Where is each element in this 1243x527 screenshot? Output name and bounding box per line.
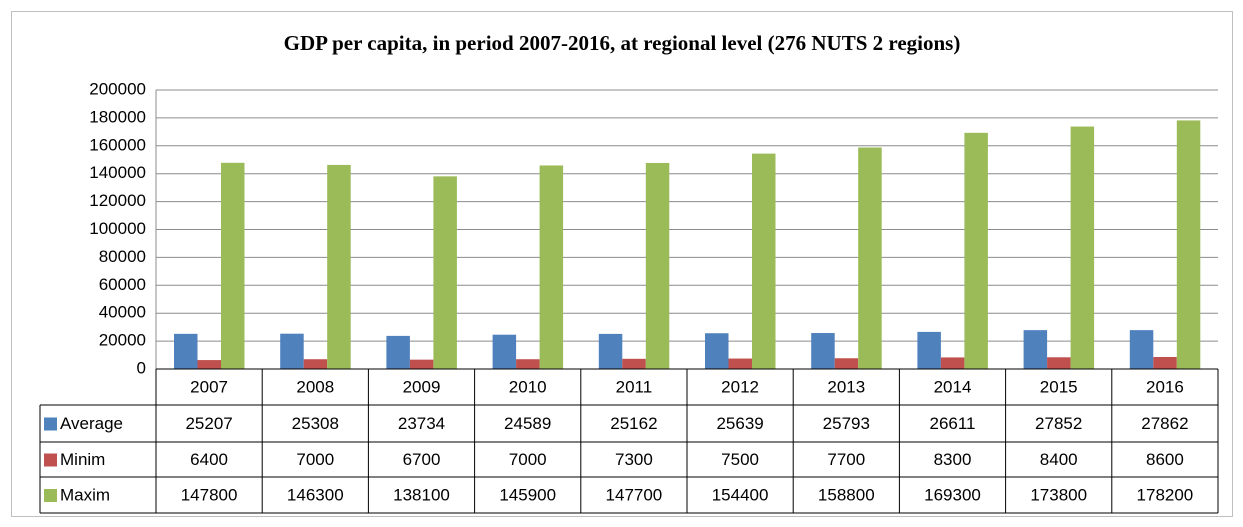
bar	[598, 333, 623, 369]
y-tick-label: 160000	[89, 135, 146, 154]
bar	[327, 164, 351, 369]
bar	[834, 358, 859, 369]
bar	[539, 165, 564, 369]
x-tick-label: 2014	[934, 377, 972, 396]
legend-label: Minim	[60, 450, 105, 469]
table-value: 25793	[823, 414, 870, 433]
x-tick-label: 2012	[721, 377, 759, 396]
bar	[492, 334, 517, 369]
bar	[752, 153, 776, 369]
table-value: 145900	[499, 485, 556, 504]
legend-swatch	[44, 417, 57, 431]
bar	[303, 359, 328, 369]
table-value: 8300	[934, 450, 972, 469]
table-value: 8400	[1040, 450, 1078, 469]
legend-swatch	[44, 489, 57, 502]
legend-label: Maxim	[60, 485, 110, 504]
x-tick-label: 2008	[296, 377, 334, 396]
y-tick-label: 120000	[89, 191, 146, 210]
x-tick-label: 2013	[827, 377, 865, 396]
y-tick-label: 100000	[89, 219, 146, 238]
bar	[1047, 357, 1071, 369]
bar	[433, 176, 457, 369]
table-value: 7500	[721, 450, 759, 469]
bar	[964, 132, 988, 369]
table-value: 147700	[606, 485, 663, 504]
bar	[728, 358, 752, 369]
bar	[197, 360, 221, 369]
chart-title: GDP per capita, in period 2007-2016, at …	[284, 31, 961, 55]
bar	[705, 333, 729, 369]
bar	[917, 331, 941, 369]
table-value: 27862	[1141, 414, 1188, 433]
bar	[1023, 330, 1048, 369]
bar	[645, 162, 670, 369]
x-tick-label: 2010	[509, 377, 547, 396]
table-value: 25162	[610, 414, 657, 433]
table-value: 27852	[1035, 414, 1082, 433]
bar	[516, 359, 540, 369]
bar	[1070, 126, 1095, 369]
y-tick-label: 20000	[99, 331, 146, 350]
bar	[1176, 120, 1201, 369]
bar	[622, 358, 646, 369]
table-value: 7700	[827, 450, 865, 469]
table-value: 154400	[712, 485, 769, 504]
bar	[940, 357, 965, 369]
table-value: 6700	[403, 450, 441, 469]
bar	[386, 335, 410, 369]
y-tick-label: 140000	[89, 163, 146, 182]
table-value: 138100	[393, 485, 450, 504]
table-value: 8600	[1146, 450, 1184, 469]
table-value: 24589	[504, 414, 551, 433]
y-tick-label: 80000	[99, 247, 146, 266]
table-value: 23734	[398, 414, 445, 433]
y-tick-label: 180000	[89, 107, 146, 126]
x-tick-label: 2016	[1146, 377, 1184, 396]
table-value: 178200	[1137, 485, 1194, 504]
y-tick-label: 60000	[99, 275, 146, 294]
table-value: 146300	[287, 485, 344, 504]
table-value: 25207	[185, 414, 232, 433]
bar	[1129, 330, 1154, 369]
bar	[1153, 357, 1177, 369]
table-value: 158800	[818, 485, 875, 504]
legend-label: Average	[60, 414, 123, 433]
table-value: 147800	[181, 485, 238, 504]
table-value: 26611	[929, 414, 975, 433]
x-tick-label: 2011	[616, 377, 653, 396]
legend-swatch	[44, 453, 57, 467]
chart-border	[11, 11, 1233, 517]
table-value: 173800	[1030, 485, 1087, 504]
table-value: 25639	[716, 414, 763, 433]
y-tick-label: 0	[137, 358, 146, 377]
bar	[174, 333, 198, 369]
x-tick-label: 2009	[403, 377, 441, 396]
bar	[409, 359, 434, 369]
table-value: 169300	[924, 485, 981, 504]
table-value: 6400	[190, 450, 228, 469]
x-tick-label: 2007	[190, 377, 228, 396]
y-tick-label: 40000	[99, 303, 146, 322]
bar	[858, 147, 882, 369]
bar	[221, 162, 245, 369]
bar	[811, 333, 835, 369]
table-value: 7000	[509, 450, 547, 469]
table-value: 7300	[615, 450, 653, 469]
x-tick-label: 2015	[1040, 377, 1078, 396]
bar	[280, 333, 304, 369]
table-value: 7000	[296, 450, 334, 469]
y-tick-label: 200000	[89, 79, 146, 98]
table-value: 25308	[292, 414, 339, 433]
